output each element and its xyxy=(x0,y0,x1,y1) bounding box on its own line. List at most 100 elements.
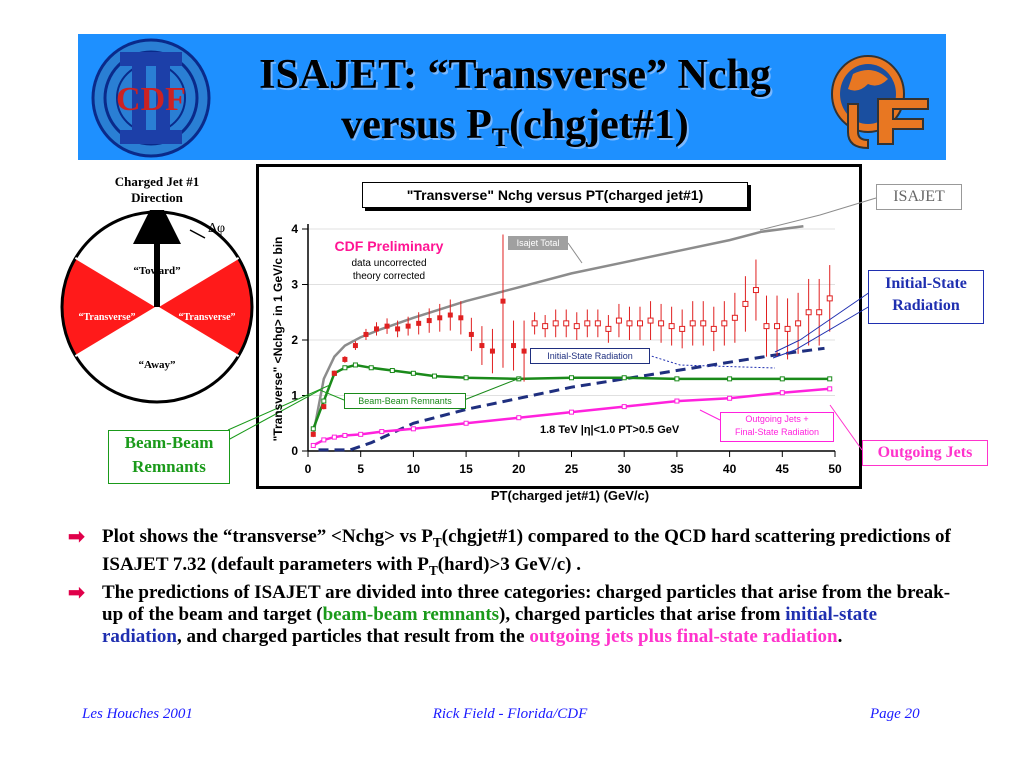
y-axis-label: "Transverse" <Nchg> in 1 GeV/c bin xyxy=(271,236,285,442)
data-point xyxy=(374,326,380,332)
callout-isr: Initial-State Radiation xyxy=(868,270,984,324)
model-point xyxy=(668,323,675,330)
series-marker xyxy=(779,390,785,396)
data-point xyxy=(489,348,495,354)
title-line-1: ISAJET: “Transverse” Nchg xyxy=(259,52,771,98)
transverse-right-region xyxy=(157,257,253,357)
note-corrected: theory corrected xyxy=(352,271,426,282)
transverse-left-region xyxy=(61,257,157,357)
model-point xyxy=(605,325,612,332)
data-point xyxy=(331,370,337,376)
data-point xyxy=(511,343,517,349)
away-label: “Away” xyxy=(138,359,175,371)
bullet-1: ➡ Plot shows the “transverse” <Nchg> vs … xyxy=(68,526,952,582)
bullet-arrow-icon: ➡ xyxy=(68,582,85,604)
series-marker xyxy=(352,362,358,368)
model-point xyxy=(774,323,781,330)
bbr-legend-leader xyxy=(463,377,521,401)
model-point xyxy=(637,320,644,327)
jet-direction-label: Charged Jet #1 Direction xyxy=(114,174,200,205)
model-point xyxy=(700,320,707,327)
header-banner xyxy=(78,34,946,160)
callout-outgoing: Outgoing Jets xyxy=(862,440,988,466)
cdf-preliminary-label: CDF Preliminary xyxy=(334,238,444,254)
bullet-1-text: Plot shows the “transverse” <Nchg> vs PT… xyxy=(102,526,951,578)
series-marker xyxy=(358,431,364,437)
x-tick-label: 45 xyxy=(776,462,790,476)
isajet-leader xyxy=(759,197,877,231)
data-point xyxy=(426,318,432,324)
legend-isr: Initial-State Radiation xyxy=(530,348,650,364)
footer-left: Les Houches 2001 xyxy=(82,706,193,722)
data-point xyxy=(458,315,464,321)
series-marker xyxy=(310,442,316,448)
model-point xyxy=(689,320,696,327)
title-line-2: versus PT(chgjet#1) xyxy=(341,102,689,152)
model-point xyxy=(647,317,654,324)
x-tick-label: 25 xyxy=(565,462,579,476)
model-point xyxy=(763,323,770,330)
model-point xyxy=(573,323,580,330)
series-marker xyxy=(321,398,327,404)
y-tick-label: 2 xyxy=(291,333,298,347)
uf-logo xyxy=(831,55,929,150)
y-tick-label: 3 xyxy=(291,278,298,292)
series-marker xyxy=(621,404,627,410)
isr-leader xyxy=(772,305,871,359)
series-marker xyxy=(463,375,469,381)
y-tick-label: 0 xyxy=(291,444,298,458)
note-uncorrected: data uncorrected xyxy=(351,258,427,269)
series-marker xyxy=(516,415,522,421)
data-point xyxy=(342,356,348,362)
model-point xyxy=(552,320,559,327)
model-point xyxy=(826,295,833,302)
model-point xyxy=(731,314,738,321)
data-point xyxy=(321,404,327,410)
chart-title: "Transverse" Nchg versus PT(charged jet#… xyxy=(362,182,748,208)
x-axis-label: PT(charged jet#1) (GeV/c) xyxy=(490,488,650,503)
data-point xyxy=(310,431,316,437)
series-marker xyxy=(463,420,469,426)
model-point xyxy=(816,309,823,316)
series-marker xyxy=(674,398,680,404)
series-marker xyxy=(321,437,327,443)
data-point xyxy=(437,315,443,321)
series-isr xyxy=(318,346,825,452)
model-point xyxy=(615,317,622,324)
footer-center: Rick Field - Florida/CDF xyxy=(432,706,588,722)
data-point xyxy=(521,348,527,354)
y-tick-label: 1 xyxy=(291,389,298,403)
x-tick-label: 30 xyxy=(618,462,632,476)
cdf-logo: CDF xyxy=(91,38,211,158)
model-point xyxy=(742,300,749,307)
legend-isajet-total: Isajet Total xyxy=(508,236,568,250)
x-tick-label: 50 xyxy=(828,462,842,476)
callout-bbr: Beam-Beam Remnants xyxy=(108,430,230,484)
outgoing-leader xyxy=(829,404,863,451)
series-marker xyxy=(389,368,395,374)
x-tick-label: 10 xyxy=(407,462,421,476)
data-point xyxy=(479,343,485,349)
data-point xyxy=(447,312,453,318)
data-point xyxy=(363,331,369,337)
x-tick-label: 5 xyxy=(357,462,364,476)
data-point xyxy=(468,331,474,337)
region-diagram: Δφ “Toward” “Transverse” “Transverse” “A… xyxy=(60,210,254,404)
cdf-logo-text: CDF xyxy=(116,81,186,118)
model-point xyxy=(584,320,591,327)
outgoing-legend-leader xyxy=(699,409,721,421)
dphi-marker xyxy=(189,229,206,239)
series-marker xyxy=(779,376,785,382)
isr-legend-leader xyxy=(647,354,776,369)
data-point xyxy=(352,343,358,349)
bullet-2: ➡ The predictions of ISAJET are divided … xyxy=(68,582,952,648)
model-point xyxy=(710,325,717,332)
x-tick-label: 15 xyxy=(459,462,473,476)
cuts-label: 1.8 TeV |η|<1.0 PT>0.5 GeV xyxy=(540,424,680,436)
data-point xyxy=(405,323,411,329)
model-point xyxy=(626,320,633,327)
model-point xyxy=(658,320,665,327)
dphi-label: Δφ xyxy=(208,221,225,236)
bullet-2-text: The predictions of ISAJET are divided in… xyxy=(102,582,951,647)
